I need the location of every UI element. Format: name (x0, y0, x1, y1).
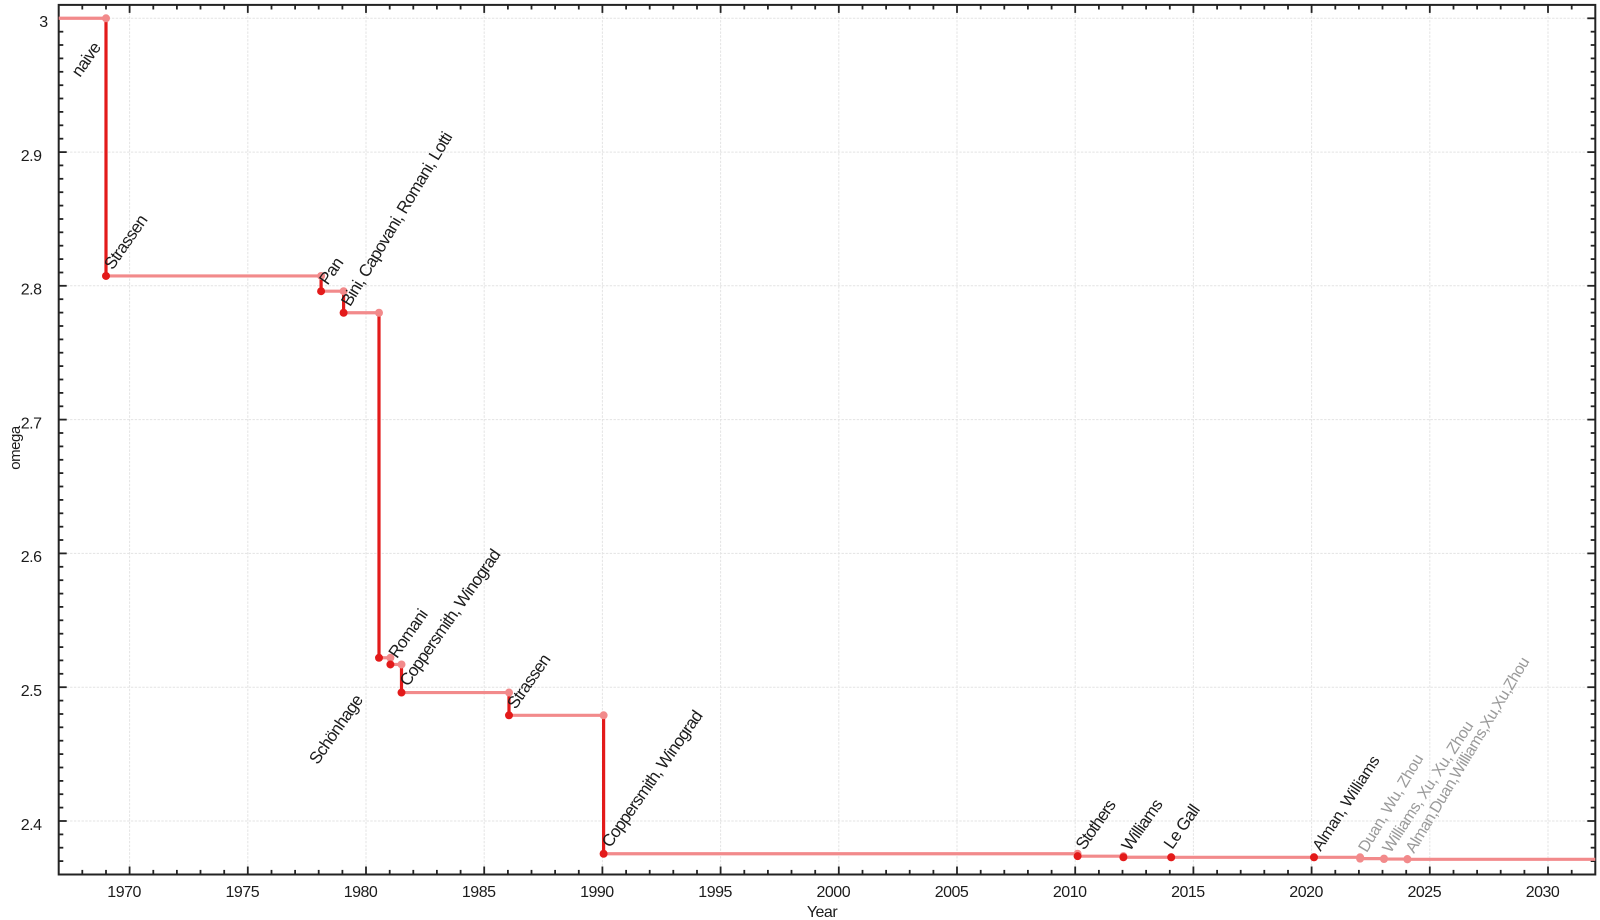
svg-text:omega: omega (7, 425, 24, 470)
svg-text:2.7: 2.7 (21, 415, 42, 432)
svg-text:Year: Year (807, 904, 839, 920)
svg-text:2020: 2020 (1289, 884, 1323, 901)
svg-text:1990: 1990 (580, 884, 614, 901)
svg-text:1970: 1970 (107, 884, 141, 901)
svg-text:2.6: 2.6 (21, 549, 42, 566)
svg-text:2025: 2025 (1408, 884, 1442, 901)
svg-text:2.5: 2.5 (21, 683, 42, 700)
svg-text:2015: 2015 (1171, 884, 1205, 901)
svg-text:3: 3 (39, 14, 48, 31)
svg-text:1985: 1985 (462, 884, 496, 901)
svg-text:1995: 1995 (698, 884, 732, 901)
svg-text:2000: 2000 (817, 884, 851, 901)
svg-text:2010: 2010 (1053, 884, 1087, 901)
svg-text:2.9: 2.9 (21, 148, 42, 165)
svg-text:2.8: 2.8 (21, 282, 42, 299)
svg-text:1975: 1975 (226, 884, 260, 901)
svg-text:2005: 2005 (935, 884, 969, 901)
svg-text:1980: 1980 (344, 884, 378, 901)
svg-text:2030: 2030 (1526, 884, 1560, 901)
svg-text:2.4: 2.4 (21, 817, 42, 834)
